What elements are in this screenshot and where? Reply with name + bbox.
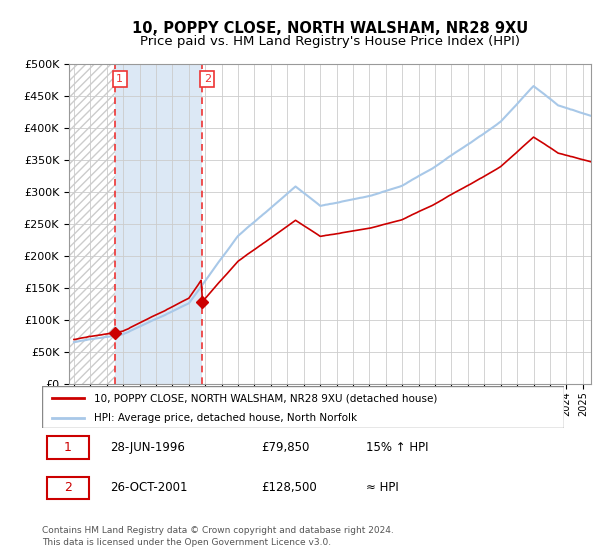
Text: 10, POPPY CLOSE, NORTH WALSHAM, NR28 9XU: 10, POPPY CLOSE, NORTH WALSHAM, NR28 9XU bbox=[132, 21, 528, 36]
Text: This data is licensed under the Open Government Licence v3.0.: This data is licensed under the Open Gov… bbox=[42, 538, 331, 547]
Text: £128,500: £128,500 bbox=[261, 482, 317, 494]
Text: 26-OCT-2001: 26-OCT-2001 bbox=[110, 482, 187, 494]
FancyBboxPatch shape bbox=[47, 436, 89, 459]
Text: 2: 2 bbox=[64, 482, 72, 494]
Text: 15% ↑ HPI: 15% ↑ HPI bbox=[365, 441, 428, 454]
Text: Price paid vs. HM Land Registry's House Price Index (HPI): Price paid vs. HM Land Registry's House … bbox=[140, 35, 520, 48]
Text: 2: 2 bbox=[203, 74, 211, 84]
FancyBboxPatch shape bbox=[42, 386, 564, 428]
Text: 1: 1 bbox=[116, 74, 123, 84]
Text: 28-JUN-1996: 28-JUN-1996 bbox=[110, 441, 185, 454]
FancyBboxPatch shape bbox=[47, 477, 89, 500]
Text: 10, POPPY CLOSE, NORTH WALSHAM, NR28 9XU (detached house): 10, POPPY CLOSE, NORTH WALSHAM, NR28 9XU… bbox=[94, 393, 437, 403]
Text: 1: 1 bbox=[64, 441, 72, 454]
Text: ≈ HPI: ≈ HPI bbox=[365, 482, 398, 494]
Text: Contains HM Land Registry data © Crown copyright and database right 2024.: Contains HM Land Registry data © Crown c… bbox=[42, 526, 394, 535]
Text: £79,850: £79,850 bbox=[261, 441, 310, 454]
Text: HPI: Average price, detached house, North Norfolk: HPI: Average price, detached house, Nort… bbox=[94, 413, 358, 423]
